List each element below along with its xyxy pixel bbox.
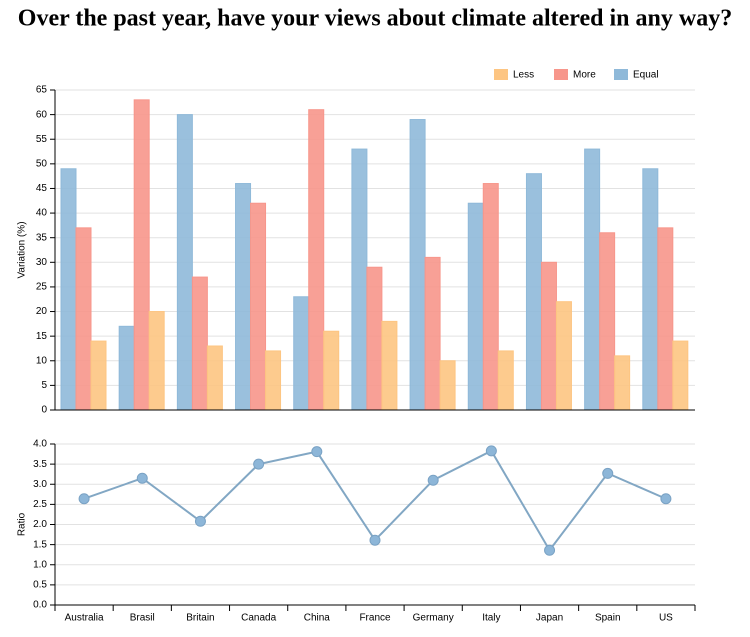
bar [424, 256, 441, 411]
y-tick-label: 25 [36, 282, 48, 293]
point [311, 446, 323, 458]
bar [482, 183, 499, 411]
y-axis-label: Variation (%) [17, 221, 28, 278]
point [136, 472, 148, 484]
chart-title: Over the past year, have your views abou… [18, 6, 732, 32]
x-tick-label: US [659, 613, 673, 624]
legend-label: Less [513, 70, 534, 81]
point [78, 493, 90, 505]
y-tick-label: 30 [36, 257, 48, 268]
y-tick-label: 45 [36, 183, 48, 194]
y-tick-label: 65 [36, 85, 48, 96]
y-tick-label: 2.5 [33, 499, 47, 510]
bar [351, 148, 368, 411]
bar [118, 325, 135, 411]
y-tick-label: 4.0 [33, 439, 47, 450]
bar [657, 227, 674, 411]
y-tick-label: 60 [36, 109, 48, 120]
bar [409, 119, 426, 411]
y-tick-label: 10 [36, 355, 48, 366]
y-tick-label: 0.0 [33, 600, 47, 611]
y-tick-label: 5 [41, 380, 47, 391]
y-tick-label: 35 [36, 232, 48, 243]
y-tick-label: 3.5 [33, 459, 47, 470]
y-axis-label: Ratio [17, 512, 28, 536]
y-tick-label: 1.5 [33, 539, 47, 550]
x-tick-label: Japan [536, 613, 563, 624]
x-tick-label: France [359, 613, 391, 624]
bar [672, 340, 689, 411]
point [369, 534, 381, 546]
x-tick-label: Germany [413, 613, 454, 624]
bar [308, 109, 325, 411]
bar [60, 168, 77, 411]
x-tick-label: Italy [482, 613, 500, 624]
legend-swatch [494, 69, 508, 80]
y-tick-label: 15 [36, 331, 48, 342]
y-tick-label: 2.0 [33, 519, 47, 530]
bar [90, 340, 107, 411]
legend-swatch [554, 69, 568, 80]
bar [293, 296, 310, 411]
bar [540, 261, 557, 411]
legend-swatch [614, 69, 628, 80]
bar [497, 350, 514, 411]
point [602, 467, 614, 479]
bar [467, 202, 484, 411]
legend-label: More [573, 70, 596, 81]
bar [555, 301, 572, 411]
bar [525, 173, 542, 411]
point [427, 474, 439, 486]
bar [191, 276, 208, 411]
x-tick-label: Spain [595, 613, 621, 624]
point [660, 493, 672, 505]
bar [265, 350, 282, 411]
bar [584, 148, 601, 411]
bar [148, 311, 165, 411]
point [544, 544, 556, 556]
bar [366, 266, 383, 411]
bar [439, 360, 456, 411]
bar [323, 330, 340, 411]
y-tick-label: 40 [36, 208, 48, 219]
bar [599, 232, 616, 411]
point [485, 445, 497, 457]
bar [614, 355, 631, 411]
bar [235, 183, 252, 411]
y-tick-label: 55 [36, 134, 48, 145]
y-tick-label: 50 [36, 158, 48, 169]
x-tick-label: Britain [186, 613, 214, 624]
bar [206, 345, 223, 411]
bar [75, 227, 92, 411]
x-tick-label: Australia [65, 613, 104, 624]
x-tick-label: China [304, 613, 331, 624]
bar [642, 168, 659, 411]
y-tick-label: 0 [41, 405, 47, 416]
point [194, 515, 206, 527]
bar [381, 320, 398, 411]
y-tick-label: 20 [36, 306, 48, 317]
bar [133, 99, 150, 411]
y-tick-label: 1.0 [33, 559, 47, 570]
bar [250, 202, 267, 411]
y-tick-label: 0.5 [33, 580, 47, 591]
bar [176, 114, 193, 411]
x-tick-label: Canada [241, 613, 276, 624]
x-tick-label: Brasil [130, 613, 155, 624]
point [253, 458, 265, 470]
legend-label: Equal [633, 70, 659, 81]
y-tick-label: 3.0 [33, 479, 47, 490]
